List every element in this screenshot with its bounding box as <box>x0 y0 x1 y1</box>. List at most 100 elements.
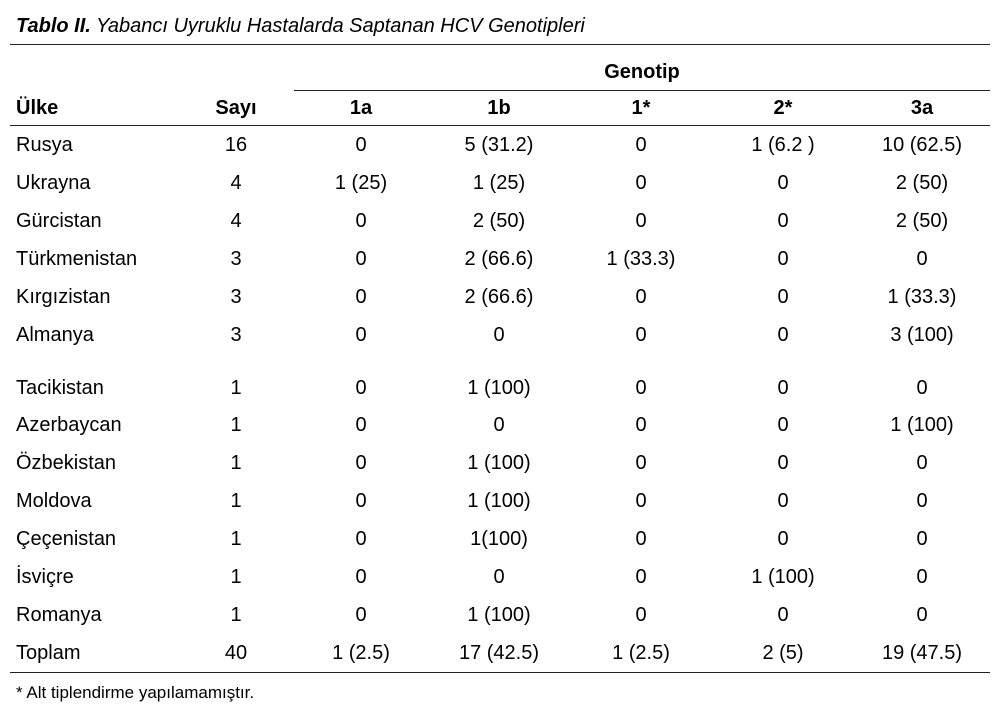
cell-genotype-1-star: 0 <box>635 209 647 232</box>
cell-genotype-1-star: 0 <box>635 413 647 436</box>
cell-genotype-1b: 1 (100) <box>467 377 531 399</box>
cell-genotype-1b: 2 (50) <box>472 209 526 232</box>
header-2-star: 2* <box>712 91 854 126</box>
table-row: Ukrayna 4 1 (25) 1 (25) 0 0 2 (50) <box>10 164 990 202</box>
table-row: Özbekistan 1 0 1 (100) 0 0 0 <box>10 444 990 482</box>
cell-country: Çeçenistan <box>16 527 117 550</box>
cell-genotype-3a: 0 <box>916 527 928 550</box>
cell-genotype-1a: 0 <box>355 323 367 346</box>
cell-genotype-2-star: 0 <box>777 171 789 194</box>
table-row: Türkmenistan 3 0 2 (66.6) 1 (33.3) 0 0 <box>10 240 990 278</box>
cell-genotype-2-star: 0 <box>777 603 789 626</box>
cell-genotype-2-star: 0 <box>777 413 789 436</box>
header-count: Sayı <box>178 91 294 126</box>
cell-count: 16 <box>224 133 248 156</box>
cell-genotype-3a: 3 (100) <box>890 323 954 346</box>
table-number: Tablo II. <box>16 15 91 37</box>
cell-genotype-1b: 1 (25) <box>472 171 526 194</box>
cell-country: Kırgızistan <box>16 285 111 308</box>
cell-genotype-3a: 10 (62.5) <box>881 133 963 156</box>
table-row: Romanya 1 0 1 (100) 0 0 0 <box>10 596 990 634</box>
cell-count: 3 <box>230 323 242 346</box>
cell-country: Gürcistan <box>16 209 102 232</box>
table-row: Gürcistan 4 0 2 (50) 0 0 2 (50) <box>10 202 990 240</box>
cell-genotype-1b: 1 (100) <box>467 451 531 474</box>
cell-genotype-1-star: 0 <box>635 527 647 550</box>
header-country: Ülke <box>10 91 178 126</box>
cell-genotype-1b: 0 <box>493 413 505 436</box>
cell-country: Almanya <box>16 323 94 346</box>
cell-genotype-1-star: 0 <box>635 565 647 588</box>
cell-genotype-3a: 0 <box>916 565 928 588</box>
cell-genotype-2-star: 0 <box>777 323 789 346</box>
cell-genotype-2-star: 1 (100) <box>751 565 815 588</box>
table-row: Moldova 1 0 1 (100) 0 0 0 <box>10 482 990 520</box>
cell-genotype-2-star: 0 <box>777 489 789 512</box>
cell-country: Azerbaycan <box>16 413 122 436</box>
table-row: Azerbaycan 1 0 0 0 0 1 (100) <box>10 406 990 444</box>
cell-count: 4 <box>230 209 242 232</box>
cell-count: 1 <box>230 489 242 512</box>
cell-genotype-3a: 19 (47.5) <box>854 634 990 673</box>
cell-genotype-1b: 0 <box>493 323 505 346</box>
cell-count: 1 <box>230 565 242 588</box>
top-rule <box>10 44 990 45</box>
cell-genotype-2-star: 0 <box>777 209 789 232</box>
column-header-row: Ülke Sayı 1a 1b 1* 2* 3a <box>10 91 990 126</box>
cell-count: 1 <box>230 413 242 436</box>
group-header-row: Genotip <box>10 45 990 91</box>
cell-country: Moldova <box>16 489 92 512</box>
header-1b: 1b <box>428 91 570 126</box>
cell-country: Toplam <box>10 634 178 673</box>
header-1a: 1a <box>294 91 428 126</box>
cell-country: Tacikistan <box>16 377 104 399</box>
cell-genotype-1a: 0 <box>355 489 367 512</box>
cell-genotype-3a: 0 <box>916 451 928 474</box>
cell-genotype-2-star: 1 (6.2 ) <box>751 133 815 156</box>
cell-genotype-1-star: 0 <box>635 377 647 399</box>
cell-genotype-1a: 1 (2.5) <box>294 634 428 673</box>
cell-genotype-1a: 1 (25) <box>334 171 388 194</box>
cell-genotype-1a: 0 <box>355 451 367 474</box>
cell-count: 40 <box>178 634 294 673</box>
cell-genotype-1a: 0 <box>355 247 367 270</box>
cell-genotype-1-star: 0 <box>635 451 647 474</box>
cell-genotype-1a: 0 <box>355 527 367 550</box>
table-row: Tacikistan 1 0 1 (100) 0 0 0 <box>10 354 990 406</box>
cell-genotype-2-star: 0 <box>777 451 789 474</box>
table-row: Rusya 16 0 5 (31.2) 0 1 (6.2 ) 10 (62.5) <box>10 126 990 165</box>
cell-country: Özbekistan <box>16 451 117 474</box>
cell-genotype-1-star: 0 <box>635 603 647 626</box>
cell-genotype-1b: 2 (66.6) <box>464 247 534 270</box>
header-3a: 3a <box>854 91 990 126</box>
cell-genotype-3a: 1 (33.3) <box>887 285 957 308</box>
table-row: Kırgızistan 3 0 2 (66.6) 0 0 1 (33.3) <box>10 278 990 316</box>
cell-count: 3 <box>230 247 242 270</box>
table-title: Tablo II. Yabancı Uyruklu Hastalarda Sap… <box>10 8 990 44</box>
cell-country: Romanya <box>16 603 102 626</box>
cell-count: 1 <box>230 527 242 550</box>
cell-genotype-3a: 1 (100) <box>890 413 954 436</box>
cell-genotype-3a: 0 <box>916 489 928 512</box>
table-row: Almanya 3 0 0 0 0 3 (100) <box>10 316 990 354</box>
cell-genotype-1a: 0 <box>355 133 367 156</box>
cell-genotype-1b: 0 <box>493 565 505 588</box>
total-row: Toplam 40 1 (2.5) 17 (42.5) 1 (2.5) 2 (5) 19 (… <box>10 634 990 673</box>
cell-genotype-3a: 0 <box>916 247 928 270</box>
cell-genotype-1b: 2 (66.6) <box>464 285 534 308</box>
cell-genotype-1a: 0 <box>355 413 367 436</box>
cell-genotype-1-star: 0 <box>635 171 647 194</box>
cell-genotype-3a: 0 <box>916 603 928 626</box>
table-row: İsviçre 1 0 0 0 1 (100) 0 <box>10 558 990 596</box>
genotip-label: Genotip <box>604 61 680 83</box>
cell-genotype-1-star: 1 (33.3) <box>606 247 676 270</box>
table-row: Çeçenistan 1 0 1(100) 0 0 0 <box>10 520 990 558</box>
genotip-underline <box>294 90 990 91</box>
cell-genotype-1-star: 1 (2.5) <box>570 634 712 673</box>
cell-genotype-3a: 2 (50) <box>895 171 949 194</box>
cell-genotype-1-star: 0 <box>635 489 647 512</box>
cell-country: Rusya <box>16 133 73 156</box>
cell-genotype-2-star: 0 <box>777 285 789 308</box>
cell-genotype-1-star: 0 <box>635 133 647 156</box>
cell-genotype-3a: 0 <box>916 377 928 399</box>
